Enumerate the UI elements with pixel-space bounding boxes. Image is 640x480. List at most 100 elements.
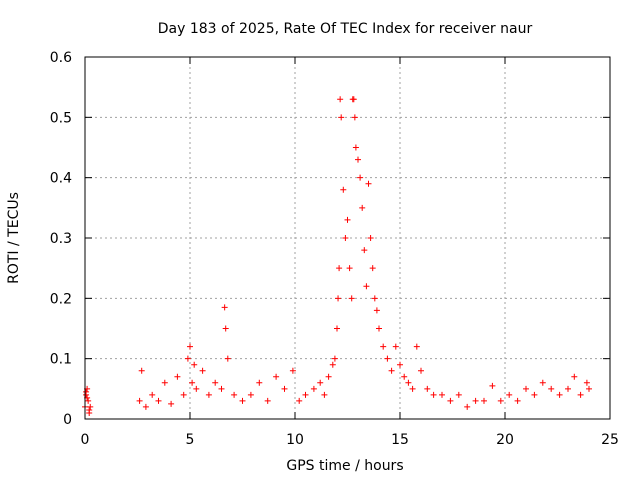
data-point [184,355,191,362]
data-point [583,379,590,386]
data-point [571,373,578,380]
data-point [365,180,372,187]
data-point [336,265,343,272]
data-point [224,355,231,362]
data-point [371,295,378,302]
data-point [359,204,366,211]
data-point [367,235,374,241]
data-point [149,391,156,398]
data-point [506,391,513,398]
data-point [199,367,206,374]
data-point [514,397,521,404]
data-point [289,367,296,374]
data-point [168,400,175,407]
data-point [380,343,387,350]
data-point [86,406,93,413]
data-point [331,355,338,362]
data-point [205,391,212,398]
data-point [455,391,462,398]
data-point [447,397,454,404]
data-point [329,361,336,368]
x-tick-label: 10 [286,432,304,448]
data-point [346,265,353,272]
data-point [424,385,431,392]
data-point [548,385,555,392]
data-point [357,174,364,181]
data-point [264,397,271,404]
data-point [352,144,359,151]
data-point [174,373,181,380]
data-point [464,403,471,410]
data-point [472,397,479,404]
data-point [361,247,368,254]
data-point [413,343,420,350]
data-point [296,397,303,404]
data-point [247,391,254,398]
data-point [281,385,288,392]
data-point [418,367,424,374]
x-tick-label: 0 [81,432,90,448]
data-point [317,379,324,386]
data-point [338,114,345,121]
data-point [335,295,342,302]
data-point [155,397,162,404]
data-point [273,373,280,380]
data-point [142,403,149,410]
data-point [348,295,355,302]
data-point [310,385,317,392]
data-point [239,397,246,404]
data-point [136,397,143,404]
data-point [363,283,370,290]
data-point [388,367,395,374]
data-point [373,307,380,314]
data-point [138,367,145,374]
data-point [187,343,193,350]
data-point [497,397,504,404]
data-point [344,216,351,223]
x-tick-label: 5 [186,432,195,448]
x-tick-label: 20 [496,432,514,448]
data-point [531,391,538,398]
data-point [577,391,584,398]
y-tick-label: 0.5 [50,110,72,126]
data-point [351,114,358,121]
data-point [302,391,309,398]
data-point [222,325,229,332]
data-point [539,379,546,386]
data-point [256,379,263,386]
y-tick-label: 0.2 [50,291,72,307]
data-points [82,96,592,416]
x-tick-label: 15 [391,432,409,448]
x-axis-title: GPS time / hours [286,458,403,474]
data-point [189,379,196,386]
data-point [340,186,347,193]
data-point [191,361,198,368]
data-point [325,373,332,380]
data-point [334,325,340,332]
data-point [342,235,349,241]
data-point [586,385,592,392]
y-tick-label: 0.6 [50,50,72,66]
data-point [212,379,219,386]
data-point [401,373,408,380]
x-axis-ticks: 0 5 10 15 20 25 [81,57,619,448]
data-point [218,385,225,392]
data-point [85,397,92,404]
y-axis-title: ROTI / TECUs [6,192,22,284]
data-point [355,156,361,163]
data-point [180,391,187,398]
y-axis-ticks: 0 0.1 0.2 0.3 0.4 0.5 0.6 [50,50,610,428]
data-point [161,379,168,386]
data-point [409,385,416,392]
data-point [481,397,487,404]
data-point [430,391,437,398]
data-point [565,385,571,392]
data-point [350,96,357,103]
data-point [384,355,391,362]
data-point [321,391,328,398]
data-point [397,361,403,368]
data-point [193,385,200,392]
data-point [376,325,382,332]
data-point [337,96,344,103]
